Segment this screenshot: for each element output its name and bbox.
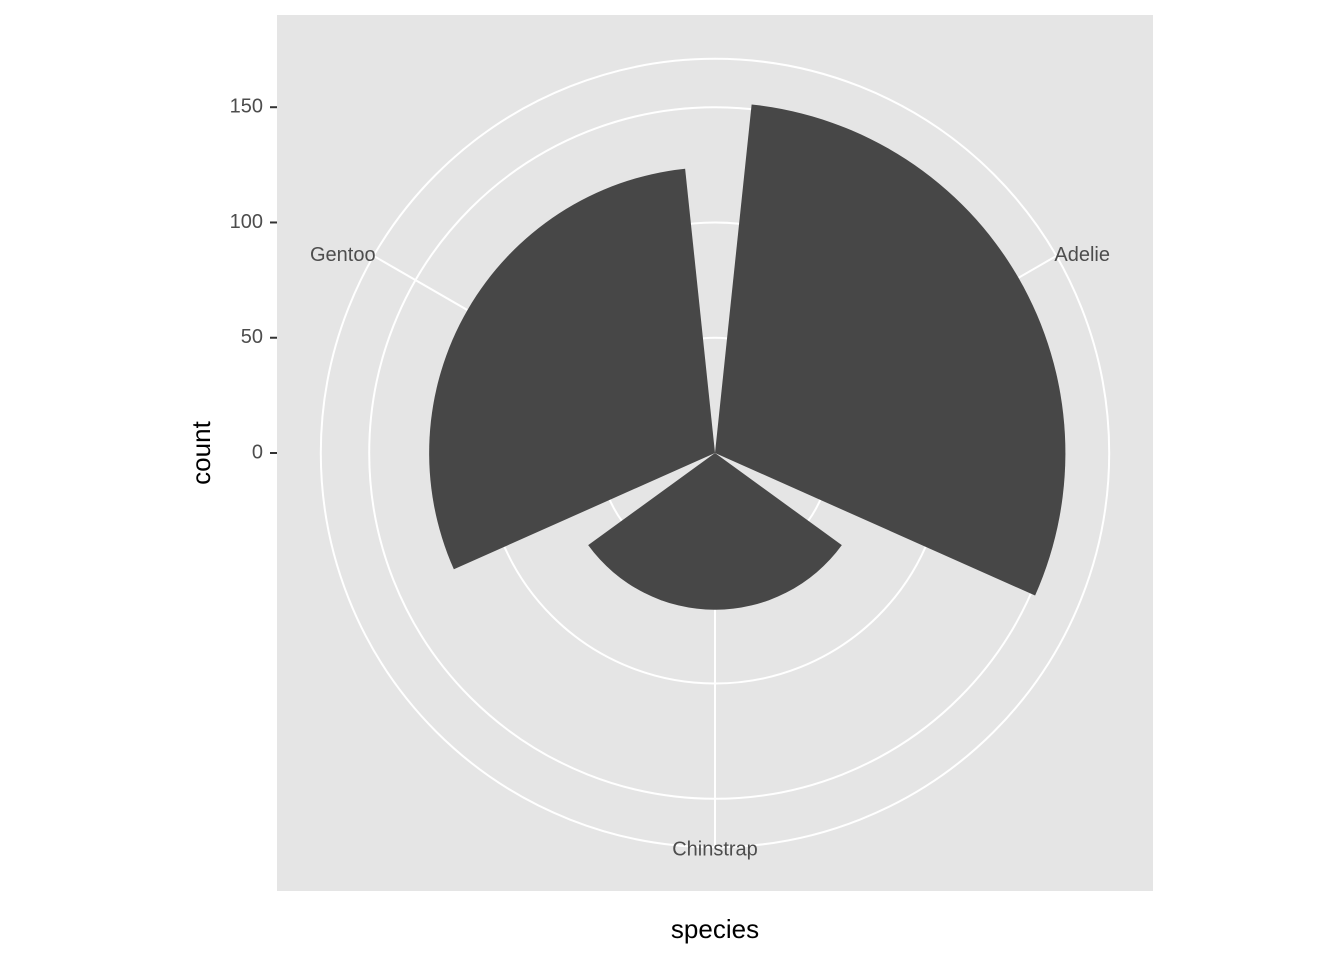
marks — [429, 104, 1066, 610]
x-tick-label: Adelie — [1054, 244, 1110, 266]
y-tick-label: 0 — [252, 441, 263, 463]
y-tick-label: 50 — [241, 326, 263, 348]
y-axis-title: count — [186, 420, 216, 484]
bar — [588, 453, 842, 610]
x-tick-label: Chinstrap — [672, 838, 758, 860]
x-axis-title: species — [671, 914, 759, 944]
bar — [715, 104, 1066, 596]
y-tick-label: 100 — [230, 211, 263, 233]
x-tick-label: Gentoo — [310, 244, 376, 266]
bar — [429, 168, 715, 570]
labels: 0 50 100 150 Adelie Chinstrap Gentoo — [230, 95, 1110, 860]
y-tick-label: 150 — [230, 95, 263, 117]
